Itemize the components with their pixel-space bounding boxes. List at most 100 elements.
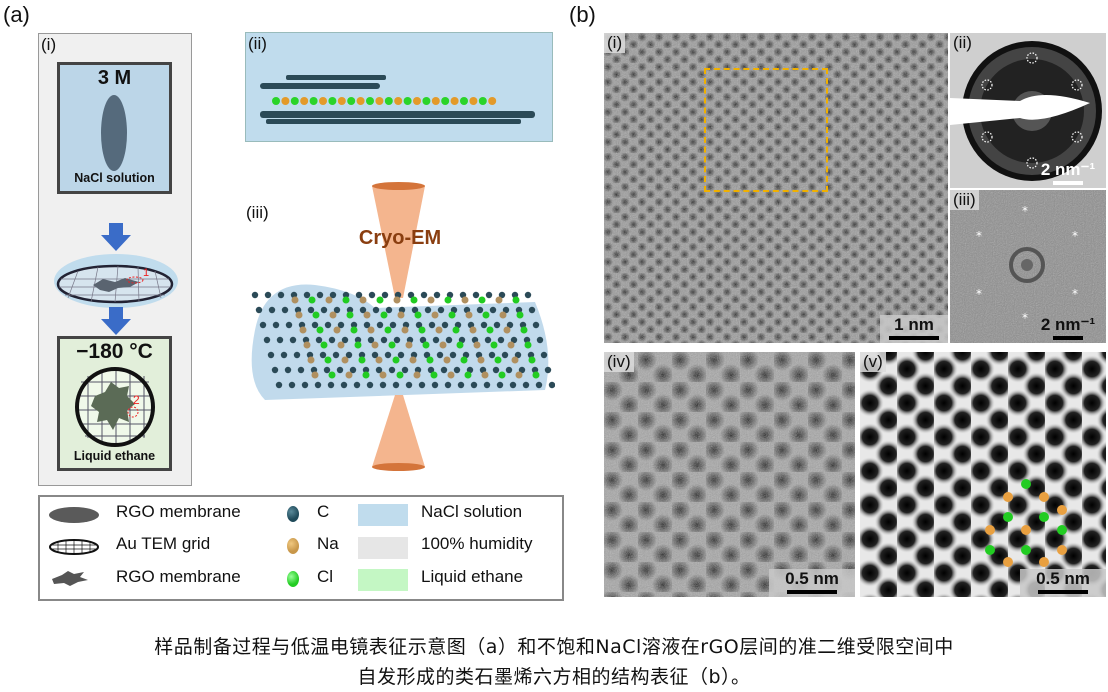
chlorine-atom bbox=[490, 341, 498, 349]
carbon-atom bbox=[427, 366, 435, 374]
chlorine-atom bbox=[460, 356, 468, 364]
beam-upper-cone bbox=[372, 186, 425, 298]
chlorine-atom bbox=[456, 341, 464, 349]
concentration-label: 3 M bbox=[97, 67, 132, 89]
carbon-atom bbox=[379, 381, 387, 389]
carbon-atom bbox=[259, 321, 267, 329]
carbon-atom bbox=[415, 321, 423, 329]
model-atom bbox=[1003, 557, 1013, 567]
tem-grid-icon: 2 bbox=[75, 367, 155, 447]
rgo-membrane-flake-icon bbox=[52, 571, 88, 586]
cryo-em-schematic: Cryo-EM bbox=[251, 182, 555, 471]
rgo-membrane-ellipse-icon bbox=[49, 507, 99, 523]
carbon-atom bbox=[380, 336, 388, 344]
chlorine-atom bbox=[328, 371, 336, 379]
carbon-atom bbox=[493, 321, 501, 329]
sodium-atom bbox=[507, 341, 515, 349]
sodium-atom bbox=[405, 341, 413, 349]
chlorine-atom bbox=[342, 296, 350, 304]
chlorine-atom bbox=[376, 296, 384, 304]
carbon-atom bbox=[275, 381, 283, 389]
carbon-atom bbox=[483, 381, 491, 389]
sodium-atom bbox=[461, 296, 469, 304]
sodium-atom bbox=[499, 311, 507, 319]
carbon-atom bbox=[264, 291, 272, 299]
carbon-atom bbox=[341, 336, 349, 344]
sodium-atom bbox=[413, 371, 421, 379]
carbon-atom bbox=[314, 381, 322, 389]
chlorine-atom bbox=[494, 356, 502, 364]
carbon-atom bbox=[489, 306, 497, 314]
chlorine-atom bbox=[350, 326, 358, 334]
chlorine-atom bbox=[444, 296, 452, 304]
carbon-atom bbox=[277, 291, 285, 299]
scale-bar-v: 0.5 nm bbox=[1020, 569, 1106, 597]
sodium-atom bbox=[477, 356, 485, 364]
chlorine-atom bbox=[498, 371, 506, 379]
model-atom bbox=[1003, 492, 1013, 502]
carbon-atom bbox=[376, 321, 384, 329]
ion-atom bbox=[356, 97, 365, 105]
carbon-atom bbox=[288, 381, 296, 389]
sodium-atom bbox=[329, 311, 337, 319]
carbon-atom bbox=[293, 351, 301, 359]
carbon-atom bbox=[384, 351, 392, 359]
carbon-atom bbox=[453, 366, 461, 374]
carbon-atom bbox=[289, 336, 297, 344]
carbon-atom bbox=[502, 306, 510, 314]
marker-2: 2 bbox=[133, 393, 140, 407]
sodium-atom bbox=[337, 341, 345, 349]
nacl-hexagon-model bbox=[985, 479, 1067, 567]
ion-atom bbox=[394, 97, 403, 105]
carbon-atom bbox=[431, 381, 439, 389]
chlorine-atom bbox=[532, 371, 540, 379]
carbon-atom bbox=[436, 351, 444, 359]
carbon-atom bbox=[359, 306, 367, 314]
legend-item-liquid-ethane: Liquid ethane bbox=[421, 567, 524, 586]
ion-atom bbox=[403, 97, 412, 105]
fft-pattern-iii: * * * * * * (iii) 2 nm⁻¹ bbox=[950, 190, 1106, 343]
carbon-atom bbox=[488, 351, 496, 359]
panel-b-iii-label: (iii) bbox=[950, 190, 979, 210]
carbon-atom bbox=[268, 306, 276, 314]
chlorine-atom bbox=[396, 371, 404, 379]
carbon-atom bbox=[497, 336, 505, 344]
panel-a-i-label: (i) bbox=[41, 35, 57, 54]
chlorine-atom bbox=[520, 326, 528, 334]
carbon-atom bbox=[418, 381, 426, 389]
model-atom bbox=[1021, 545, 1031, 555]
sodium-atom bbox=[345, 371, 353, 379]
sodium-atom bbox=[431, 311, 439, 319]
chlorine-atom bbox=[346, 311, 354, 319]
model-atom bbox=[1039, 557, 1049, 567]
sodium-atom bbox=[503, 326, 511, 334]
carbon-atom bbox=[251, 291, 259, 299]
carbon-atom bbox=[350, 321, 358, 329]
sodium-atom bbox=[311, 371, 319, 379]
carbon-atom bbox=[457, 381, 465, 389]
carbon-atom bbox=[328, 336, 336, 344]
carbon-atom bbox=[367, 336, 375, 344]
arrow-down-icon bbox=[101, 307, 131, 335]
sodium-atom bbox=[307, 356, 315, 364]
carbon-atom bbox=[324, 321, 332, 329]
legend-item-na: Na bbox=[317, 534, 339, 553]
carbon-atom bbox=[353, 381, 361, 389]
sodium-atom bbox=[481, 371, 489, 379]
chlorine-atom bbox=[312, 311, 320, 319]
scale-bar-i: 1 nm bbox=[880, 315, 948, 343]
carbon-atom bbox=[419, 336, 427, 344]
carbon-atom bbox=[337, 321, 345, 329]
chlorine-atom bbox=[452, 326, 460, 334]
legend-shape-icons bbox=[49, 507, 99, 586]
carbon-atom bbox=[358, 351, 366, 359]
ion-atom bbox=[431, 97, 440, 105]
model-atom bbox=[1003, 512, 1013, 522]
panel-b-i-label: (i) bbox=[604, 33, 626, 53]
humidity-swatch bbox=[358, 537, 408, 559]
carbon-atom bbox=[433, 291, 441, 299]
carbon-atom bbox=[297, 366, 305, 374]
caption-line-1: 样品制备过程与低温电镜表征示意图（a）和不饱和NaCl溶液在rGO层间的准二维受… bbox=[154, 636, 954, 658]
carbon-atom bbox=[319, 351, 327, 359]
carbon-atom bbox=[423, 351, 431, 359]
